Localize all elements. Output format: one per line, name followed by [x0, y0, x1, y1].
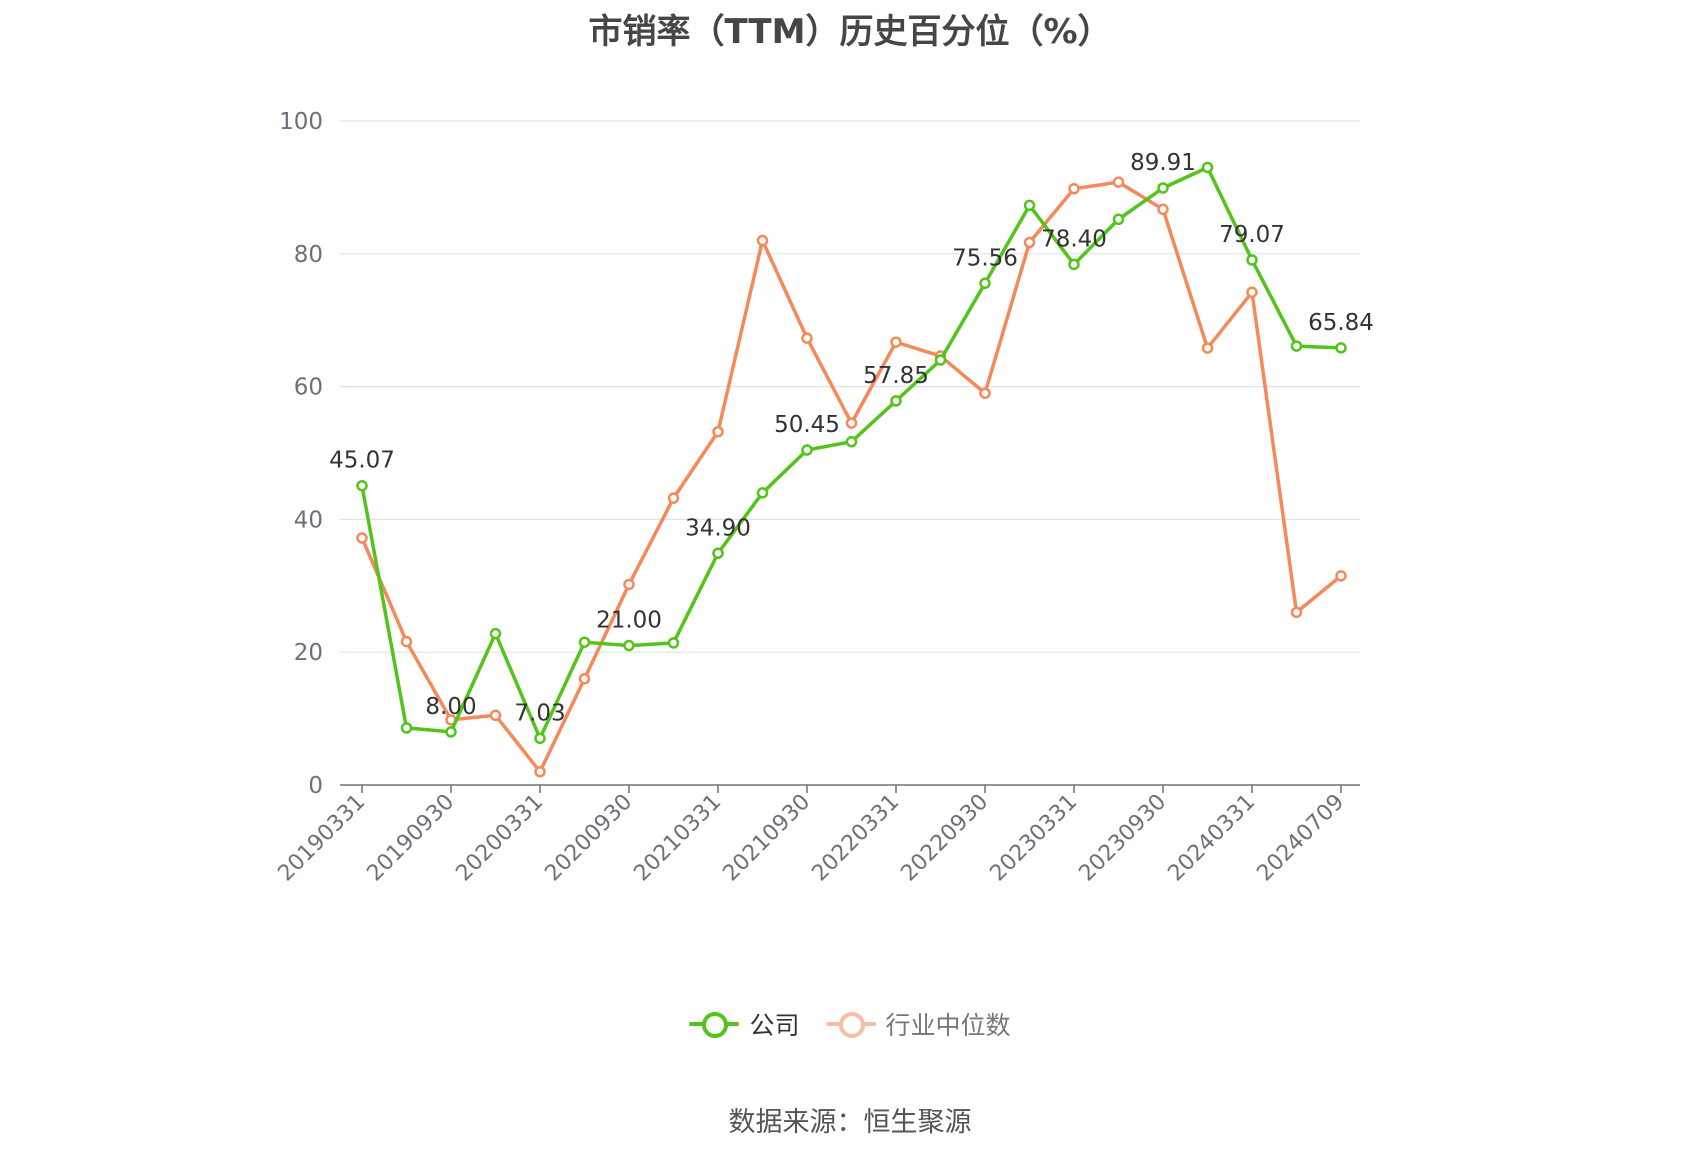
industry-point[interactable] — [578, 673, 591, 685]
legend-item-industry[interactable]: 行业中位数 — [825, 1006, 1011, 1042]
industry-point[interactable] — [1201, 342, 1214, 354]
data-label: 89.91 — [1130, 150, 1196, 176]
company-point[interactable] — [712, 547, 724, 560]
y-tick-label: 40 — [294, 507, 323, 533]
x-tick-label: 20190930 — [362, 790, 459, 887]
company-point[interactable] — [979, 277, 991, 290]
company-point[interactable] — [1068, 258, 1080, 271]
legend-company-label: 公司 — [749, 1011, 800, 1040]
series-industry — [356, 176, 1347, 778]
data-label: 45.07 — [329, 448, 395, 474]
x-tick-label: 20210930 — [718, 790, 815, 887]
company-point[interactable] — [445, 726, 457, 738]
legend-industry-icon — [825, 1010, 876, 1038]
industry-point[interactable] — [1068, 182, 1080, 195]
data-label: 8.00 — [425, 694, 476, 720]
industry-point[interactable] — [356, 532, 368, 544]
company-point[interactable] — [489, 627, 502, 640]
y-tick-label: 80 — [294, 242, 323, 268]
y-tick-label: 0 — [308, 773, 323, 799]
data-label: 57.85 — [863, 363, 929, 389]
industry-point[interactable] — [979, 387, 991, 399]
company-point[interactable] — [801, 444, 813, 456]
industry-point[interactable] — [1157, 203, 1169, 216]
industry-point[interactable] — [1023, 236, 1036, 249]
industry-point[interactable] — [1246, 286, 1258, 299]
y-tick-label: 20 — [294, 640, 323, 666]
company-point[interactable] — [1023, 199, 1036, 212]
x-tick-label: 20200930 — [540, 790, 637, 887]
legend-company-icon — [689, 1010, 740, 1038]
company-point[interactable] — [890, 395, 902, 407]
x-tick-label: 20220331 — [807, 790, 904, 887]
industry-point[interactable] — [489, 709, 502, 722]
data-label: 34.90 — [685, 515, 751, 541]
company-point[interactable] — [534, 732, 546, 745]
industry-point[interactable] — [534, 765, 546, 778]
company-point[interactable] — [756, 487, 769, 499]
company-point[interactable] — [623, 639, 635, 652]
data-label: 21.00 — [596, 608, 662, 634]
industry-point[interactable] — [756, 234, 769, 247]
chart-title: 市销率（TTM）历史百分位（%） — [588, 12, 1112, 52]
industry-point[interactable] — [667, 492, 680, 504]
data-source: 数据来源：恒生聚源 — [728, 1107, 972, 1138]
legend: 公司 行业中位数 — [0, 1006, 1700, 1042]
industry-point[interactable] — [801, 332, 813, 344]
data-label: 78.40 — [1041, 226, 1107, 252]
industry-point[interactable] — [1290, 606, 1303, 619]
company-point[interactable] — [1335, 342, 1347, 354]
company-point[interactable] — [356, 479, 368, 492]
data-label: 50.45 — [774, 412, 840, 438]
company-point[interactable] — [845, 435, 858, 448]
company-point[interactable] — [400, 722, 413, 734]
company-point[interactable] — [934, 354, 947, 366]
industry-point[interactable] — [890, 336, 902, 348]
x-tick-label: 20230331 — [985, 790, 1082, 887]
x-tick-label: 20240709 — [1252, 790, 1349, 887]
industry-point[interactable] — [400, 635, 413, 648]
y-tick-label: 60 — [294, 375, 323, 401]
industry-line — [360, 180, 1343, 774]
company-point[interactable] — [1290, 340, 1303, 352]
y-tick-label: 100 — [279, 109, 323, 135]
legend-item-company[interactable]: 公司 — [689, 1006, 800, 1042]
x-tick-label: 20190331 — [273, 790, 370, 887]
x-tick-label: 20230930 — [1074, 790, 1171, 887]
industry-point[interactable] — [845, 417, 858, 429]
data-label: 75.56 — [952, 245, 1018, 271]
data-label: 65.84 — [1308, 310, 1374, 336]
industry-point[interactable] — [1335, 570, 1347, 582]
company-point[interactable] — [1201, 161, 1214, 174]
industry-point[interactable] — [1112, 176, 1125, 188]
legend-industry-label: 行业中位数 — [885, 1011, 1011, 1040]
company-point[interactable] — [1157, 182, 1169, 194]
x-tick-label: 20200331 — [451, 790, 548, 887]
company-point[interactable] — [667, 637, 680, 649]
series-layer — [356, 161, 1347, 778]
x-tick-label: 20220930 — [896, 790, 993, 887]
industry-point[interactable] — [712, 426, 724, 438]
x-axis: 2019033120190930202003312020093020210331… — [273, 784, 1360, 887]
x-tick-label: 20210331 — [629, 790, 726, 887]
series-company — [356, 161, 1347, 745]
company-point[interactable] — [1112, 213, 1125, 226]
y-axis-ticks: 0 20 40 60 80 100 — [279, 109, 323, 799]
company-point[interactable] — [578, 636, 591, 648]
x-tick-label: 20240331 — [1163, 790, 1260, 887]
industry-point[interactable] — [623, 578, 635, 591]
data-labels: 45.07 8.00 7.03 21.00 34.90 50.45 57.85 75.56 78… — [329, 150, 1374, 726]
data-label: 7.03 — [514, 700, 565, 726]
data-label: 79.07 — [1219, 222, 1285, 248]
company-point[interactable] — [1246, 254, 1258, 266]
grid-lines — [340, 120, 1360, 653]
